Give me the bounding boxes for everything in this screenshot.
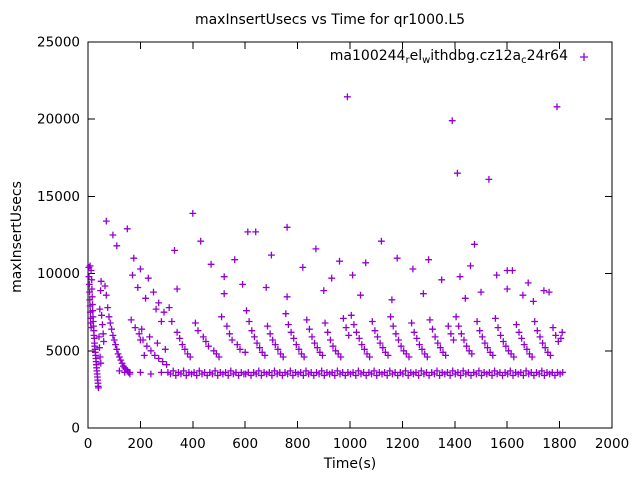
x-tick-label: 1400: [438, 436, 472, 452]
x-tick-label: 1600: [490, 436, 524, 452]
x-tick-label: 2000: [595, 436, 629, 452]
x-tick-label: 800: [285, 436, 311, 452]
x-tick-label: 1800: [542, 436, 576, 452]
legend-text: ithdbg.cz12a: [430, 48, 522, 64]
x-tick-label: 600: [232, 436, 258, 452]
y-tick-label: 0: [71, 421, 80, 437]
legend-marker-icon: [580, 53, 588, 61]
x-tick-label: 0: [84, 436, 93, 452]
x-tick-label: 200: [128, 436, 154, 452]
y-tick-label: 20000: [37, 112, 80, 128]
scatter-points: [85, 93, 567, 392]
x-tick-label: 1000: [333, 436, 367, 452]
chart-title: maxInsertUsecs vs Time for qr1000.L5: [194, 12, 466, 28]
legend-text: el: [409, 48, 423, 64]
x-tick-label: 400: [180, 436, 206, 452]
x-tick-label: 1200: [385, 436, 419, 452]
y-tick-label: 15000: [37, 189, 80, 205]
y-tick-label: 5000: [46, 343, 80, 359]
legend-text: ma100244: [329, 48, 406, 64]
y-tick-label: 10000: [37, 266, 80, 282]
legend-subscript: w: [422, 55, 431, 66]
legend-subscript: r: [405, 55, 410, 66]
y-axis-label: maxInsertUsecs: [9, 181, 25, 293]
legend-subscript: c: [521, 55, 527, 66]
y-tick-label: 25000: [37, 35, 80, 51]
plot-border: [87, 41, 613, 429]
legend-label: ma100244relwithdbg.cz12ac24r64: [330, 48, 568, 66]
legend-text: 24r64: [526, 48, 568, 64]
x-axis-label: Time(s): [323, 456, 377, 472]
